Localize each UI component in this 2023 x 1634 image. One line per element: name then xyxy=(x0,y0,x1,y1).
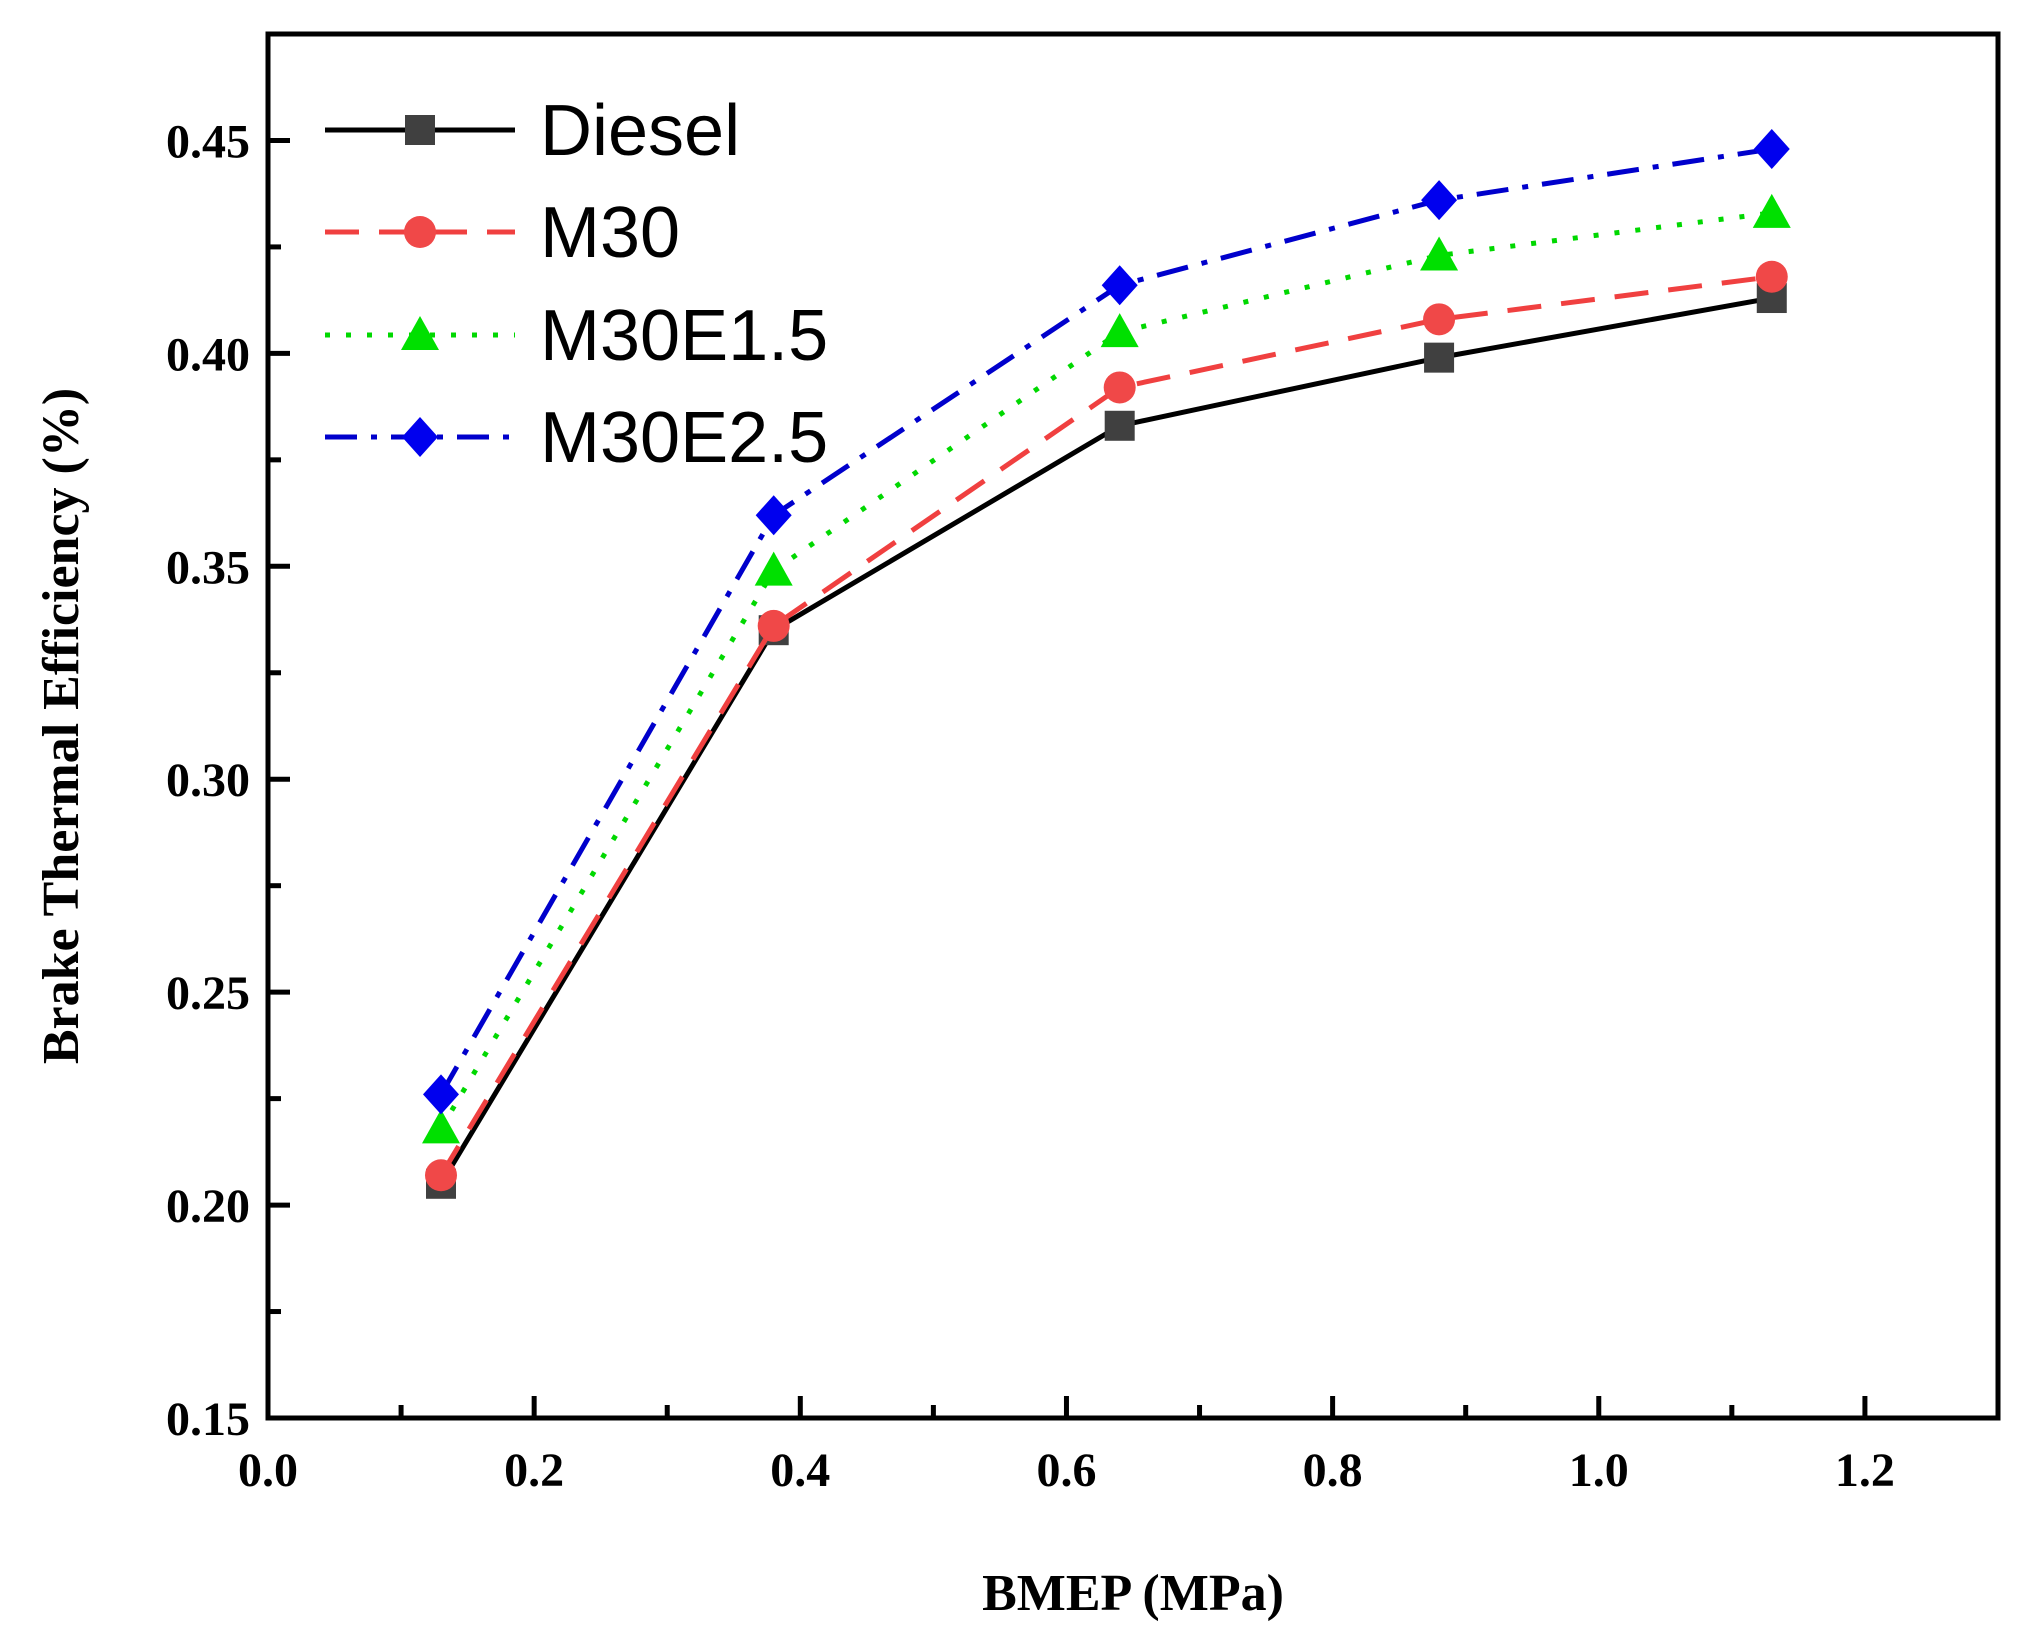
data-point-m30 xyxy=(1755,260,1788,293)
y-tick-label: 0.45 xyxy=(166,115,250,168)
data-point-m30e1-5 xyxy=(1100,313,1139,348)
x-tick-label: 1.0 xyxy=(1569,1444,1629,1497)
data-point-m30 xyxy=(1423,303,1456,336)
y-tick-label: 0.25 xyxy=(166,967,250,1020)
data-point-m30e2-5 xyxy=(423,1074,459,1115)
series-m30 xyxy=(425,260,1788,1192)
x-tick-label: 0.2 xyxy=(504,1444,564,1497)
x-tick-label: 0.4 xyxy=(770,1444,830,1497)
x-tick-label: 1.2 xyxy=(1835,1444,1895,1497)
legend-label-m30e2-5: M30E2.5 xyxy=(540,398,828,478)
data-point-m30e2-5 xyxy=(1101,265,1138,306)
x-tick-label: 0.8 xyxy=(1303,1444,1363,1497)
y-tick-label: 0.35 xyxy=(166,541,250,594)
y-tick-label: 0.30 xyxy=(166,754,250,807)
legend-label-m30: M30 xyxy=(540,193,680,273)
legend-marker-m30e1-5 xyxy=(401,316,439,350)
series-line-m30e2-5 xyxy=(438,146,1773,1096)
data-point-diesel xyxy=(1104,410,1135,441)
axis-ticks xyxy=(265,137,1868,1421)
axis-tick-labels: 0.0 0.2 0.4 0.6 0.8 1.0 1.2 0.15 0.20 0.25 0.30 0.3… xyxy=(166,115,1895,1497)
legend-label-m30e1-5: M30E1.5 xyxy=(540,296,828,376)
data-point-m30e2-5 xyxy=(1753,128,1790,169)
data-point-m30e2-5 xyxy=(1421,180,1458,221)
y-tick-label: 0.15 xyxy=(166,1393,250,1446)
series-m30e1-5 xyxy=(422,193,1791,1144)
y-tick-label: 0.20 xyxy=(166,1180,250,1233)
plot-frame xyxy=(265,31,2001,1421)
data-point-m30e1-5 xyxy=(422,1109,460,1144)
x-axis-title: BMEP (MPa) xyxy=(982,1565,1284,1622)
x-tick-label: 0.6 xyxy=(1036,1444,1096,1497)
x-tick-label: 0.0 xyxy=(238,1444,298,1497)
legend-label-diesel: Diesel xyxy=(540,91,740,171)
y-axis-title: Brake Thermal Efficiency (%) xyxy=(33,388,90,1064)
data-point-m30e1-5 xyxy=(1752,193,1791,228)
data-point-m30 xyxy=(425,1159,457,1192)
data-point-diesel xyxy=(1424,342,1455,373)
data-point-m30e1-5 xyxy=(1420,236,1459,271)
legend-marker-m30 xyxy=(404,216,436,248)
data-point-m30 xyxy=(757,609,790,642)
legend-marker-diesel xyxy=(405,115,435,145)
data-point-m30e1-5 xyxy=(754,551,793,586)
legend-marker-m30e2-5 xyxy=(402,417,438,457)
series-m30e2-5 xyxy=(423,128,1790,1115)
data-point-m30e2-5 xyxy=(755,495,792,536)
legend: Diesel M30 M30E1.5 M30E2.5 xyxy=(325,91,828,478)
data-series xyxy=(422,128,1791,1199)
y-tick-label: 0.40 xyxy=(166,328,250,381)
data-point-m30 xyxy=(1103,371,1136,404)
